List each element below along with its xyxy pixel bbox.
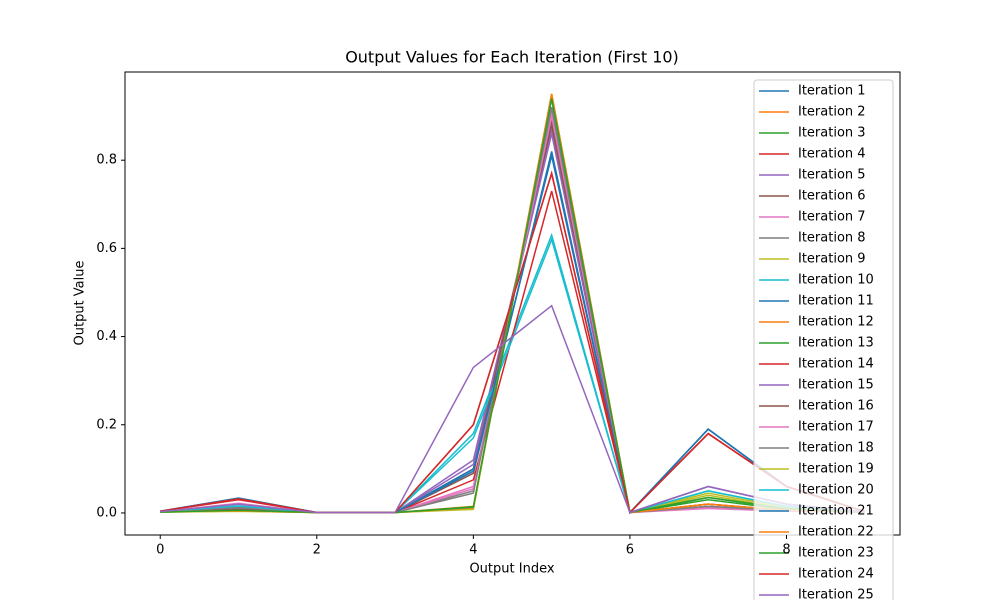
legend-label: Iteration 25 — [798, 588, 874, 600]
y-tick-label: 0.0 — [96, 505, 117, 520]
legend-label: Iteration 3 — [798, 126, 866, 141]
series-line — [160, 237, 865, 514]
legend-label: Iteration 14 — [798, 357, 874, 372]
legend-label: Iteration 7 — [798, 210, 866, 225]
x-tick-label: 0 — [156, 543, 164, 558]
legend-label: Iteration 11 — [798, 294, 874, 309]
x-tick-label: 6 — [626, 543, 634, 558]
legend-label: Iteration 24 — [798, 567, 874, 582]
y-tick-label: 0.8 — [96, 153, 117, 168]
legend-label: Iteration 19 — [798, 462, 874, 477]
legend-label: Iteration 2 — [798, 105, 866, 120]
x-tick-label: 4 — [469, 543, 477, 558]
legend-label: Iteration 17 — [798, 420, 874, 435]
y-tick-label: 0.4 — [96, 329, 117, 344]
legend-label: Iteration 16 — [798, 399, 874, 414]
chart-title: Output Values for Each Iteration (First … — [345, 48, 679, 67]
legend-label: Iteration 12 — [798, 315, 874, 330]
legend: Iteration 1 Iteration 2 Iteration 3 Iterati… — [753, 79, 894, 600]
legend-label: Iteration 1 — [798, 84, 866, 99]
legend-label: Iteration 20 — [798, 483, 874, 498]
legend-label: Iteration 23 — [798, 546, 874, 561]
legend-label: Iteration 9 — [798, 252, 866, 267]
legend-label: Iteration 13 — [798, 336, 874, 351]
legend-label: Iteration 18 — [798, 441, 874, 456]
x-axis-label: Output Index — [469, 562, 554, 577]
legend-label: Iteration 5 — [798, 168, 866, 183]
x-tick-label: 2 — [313, 543, 321, 558]
legend-box — [753, 79, 894, 600]
legend-label: Iteration 8 — [798, 231, 866, 246]
legend-label: Iteration 15 — [798, 378, 874, 393]
axes-frame — [124, 71, 901, 536]
legend-label: Iteration 22 — [798, 525, 874, 540]
series-line — [160, 170, 866, 515]
y-tick-label: 0.2 — [96, 417, 117, 432]
x-tick-label: 8 — [782, 543, 790, 558]
y-tick-label: 0.6 — [96, 241, 117, 256]
legend-label: Iteration 4 — [798, 147, 866, 162]
legend-label: Iteration 21 — [798, 504, 874, 519]
legend-label: Iteration 10 — [798, 273, 874, 288]
plot-area — [160, 93, 866, 515]
y-axis-label: Output Value — [73, 261, 88, 346]
series-line — [160, 98, 865, 514]
series-line — [160, 304, 865, 514]
legend-label: Iteration 6 — [798, 189, 866, 204]
